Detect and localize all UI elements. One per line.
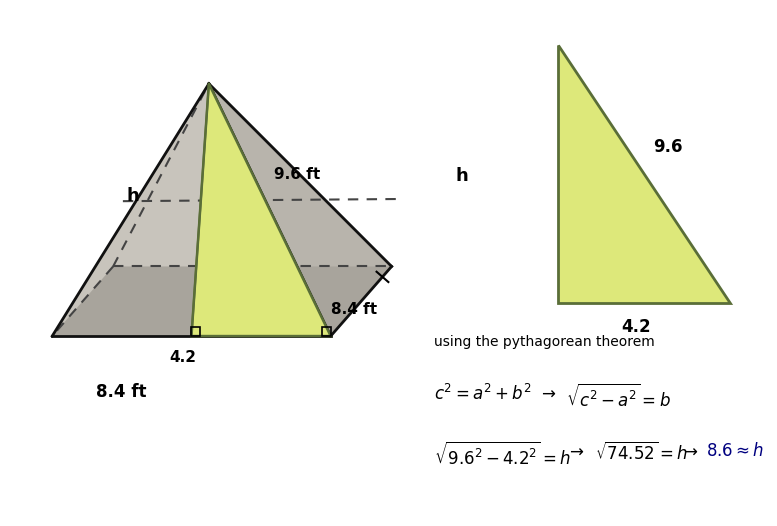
Polygon shape — [52, 84, 209, 336]
Text: 4.2: 4.2 — [169, 350, 197, 365]
Text: h: h — [455, 167, 469, 185]
Polygon shape — [52, 84, 331, 336]
Text: 9.6 ft: 9.6 ft — [274, 167, 320, 183]
Text: $\sqrt{74.52}=h$: $\sqrt{74.52}=h$ — [594, 442, 688, 464]
Text: $\sqrt{9.6^2-4.2^2}=h$: $\sqrt{9.6^2-4.2^2}=h$ — [434, 442, 570, 469]
Text: 9.6: 9.6 — [653, 138, 683, 156]
Polygon shape — [52, 267, 392, 336]
Polygon shape — [558, 45, 730, 302]
Text: $\rightarrow$: $\rightarrow$ — [566, 442, 584, 460]
Text: 4.2: 4.2 — [622, 318, 651, 336]
Text: $\rightarrow$: $\rightarrow$ — [538, 384, 556, 402]
Text: h: h — [126, 187, 139, 205]
Text: using the pythagorean theorem: using the pythagorean theorem — [434, 335, 655, 349]
Text: 8.4 ft: 8.4 ft — [331, 302, 377, 317]
Text: $\sqrt{c^2-a^2}=b$: $\sqrt{c^2-a^2}=b$ — [566, 384, 671, 411]
Text: $8.6\approx h$: $8.6\approx h$ — [706, 442, 764, 460]
Text: $c^2= a^2+b^2$: $c^2= a^2+b^2$ — [434, 384, 531, 404]
Text: 8.4 ft: 8.4 ft — [96, 383, 146, 401]
Polygon shape — [191, 84, 331, 336]
Text: $\rightarrow$: $\rightarrow$ — [681, 442, 699, 460]
Polygon shape — [209, 84, 392, 336]
